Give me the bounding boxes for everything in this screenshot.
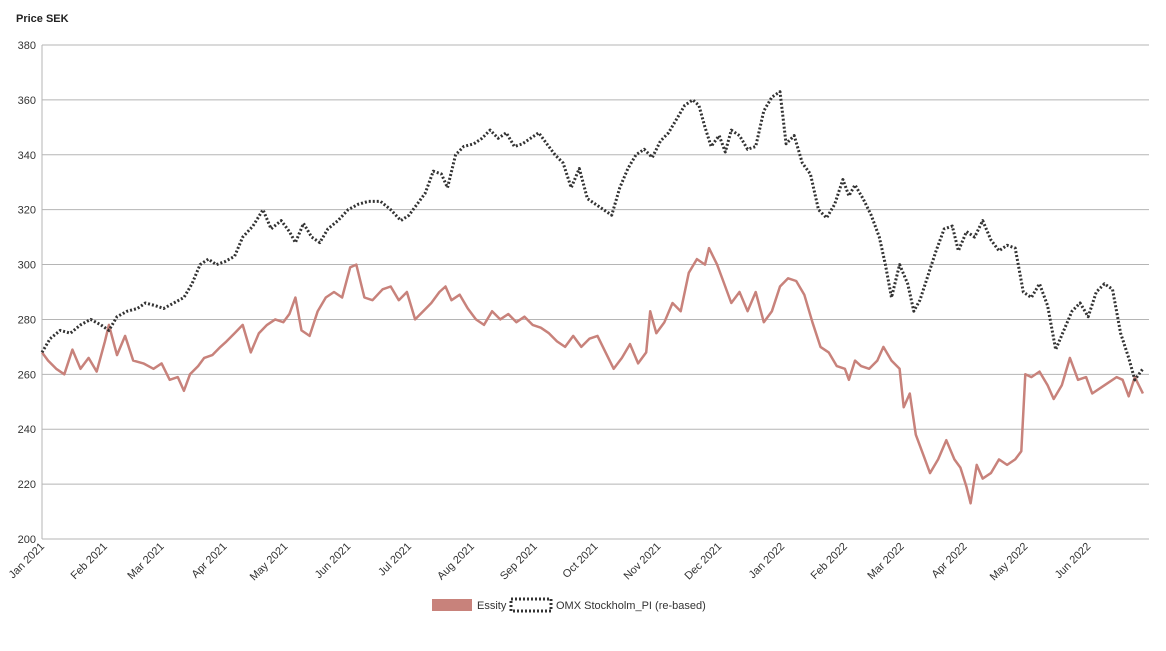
x-tick-label: Feb 2021 xyxy=(69,541,110,582)
x-tick-label: Oct 2021 xyxy=(561,541,601,581)
y-tick-labels: 200 220 240 260 280 300 320 340 360 380 xyxy=(18,40,36,546)
y-tick-label: 280 xyxy=(18,314,36,326)
y-tick-label: 260 xyxy=(18,369,36,381)
x-tick-label: Mar 2021 xyxy=(125,541,166,582)
x-tick-label: Mar 2022 xyxy=(865,541,906,582)
x-tick-label: Apr 2021 xyxy=(190,541,230,581)
x-tick-label: Jun 2021 xyxy=(313,541,353,581)
x-tick-label: Nov 2021 xyxy=(622,541,664,583)
legend-label-essity: Essity xyxy=(477,600,507,612)
y-tick-label: 300 xyxy=(18,260,36,272)
series-line-omx xyxy=(40,90,1145,382)
x-tick-label: Jan 2022 xyxy=(747,541,787,581)
y-tick-label: 220 xyxy=(18,479,36,491)
gridlines xyxy=(41,44,1149,540)
y-tick-label: 360 xyxy=(18,95,36,107)
x-tick-label: Jan 2021 xyxy=(7,541,47,581)
x-tick-label: May 2021 xyxy=(248,541,291,584)
y-tick-label: 340 xyxy=(18,150,36,162)
y-axis-title: Price SEK xyxy=(16,13,69,25)
y-tick-label: 320 xyxy=(18,205,36,217)
y-tick-label: 200 xyxy=(18,534,36,546)
series-lines xyxy=(40,90,1145,505)
x-tick-label: Aug 2021 xyxy=(435,541,477,583)
legend-swatch-essity xyxy=(432,599,472,611)
x-tick-label: Feb 2022 xyxy=(809,541,850,582)
x-tick-label: Jul 2021 xyxy=(376,541,414,579)
x-tick-labels: Jan 2021 Feb 2021 Mar 2021 Apr 2021 May 2021… xyxy=(7,541,1094,584)
legend-swatch-omx xyxy=(509,597,553,613)
x-tick-label: Sep 2021 xyxy=(498,541,540,583)
x-tick-label: Apr 2022 xyxy=(930,541,970,581)
series-line-essity xyxy=(40,246,1145,505)
x-tick-label: May 2022 xyxy=(988,541,1031,584)
y-tick-label: 240 xyxy=(18,424,36,436)
legend: Essity OMX Stockholm_PI (re-based) xyxy=(432,597,706,613)
legend-label-omx: OMX Stockholm_PI (re-based) xyxy=(556,600,706,612)
y-tick-label: 380 xyxy=(18,40,36,52)
x-tick-label: Dec 2021 xyxy=(683,541,725,583)
x-tick-label: Jun 2022 xyxy=(1053,541,1093,581)
